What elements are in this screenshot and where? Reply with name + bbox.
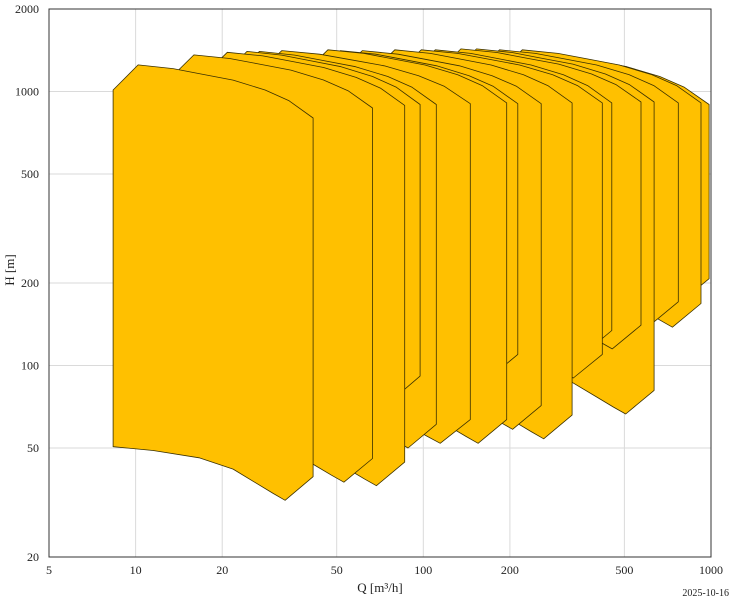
y-tick-label: 20: [27, 550, 39, 564]
x-tick-labels: 5 10 20 50 100 200 500 1000: [46, 563, 723, 577]
y-tick-label: 50: [27, 441, 39, 455]
x-tick-label: 200: [501, 563, 519, 577]
y-tick-label: 1000: [15, 84, 39, 98]
x-axis-label: Q [m³/h]: [357, 580, 402, 595]
y-tick-label: 2000: [15, 2, 39, 16]
date-stamp: 2025-10-16: [682, 588, 729, 599]
envelopes: [112, 48, 710, 501]
x-tick-label: 100: [414, 563, 432, 577]
pump-envelope: [112, 64, 314, 501]
x-tick-label: 50: [331, 563, 343, 577]
x-tick-label: 500: [615, 563, 633, 577]
y-tick-label: 200: [21, 276, 39, 290]
x-tick-label: 20: [216, 563, 228, 577]
x-tick-label: 10: [130, 563, 142, 577]
x-tick-label: 1000: [699, 563, 723, 577]
x-tick-label: 5: [46, 563, 52, 577]
y-tick-label: 100: [21, 358, 39, 372]
plot-frame: [48, 8, 712, 558]
y-axis-label: H [m]: [2, 254, 17, 285]
y-tick-labels: 20 50 100 200 500 1000 2000: [15, 2, 39, 564]
y-tick-label: 500: [21, 167, 39, 181]
